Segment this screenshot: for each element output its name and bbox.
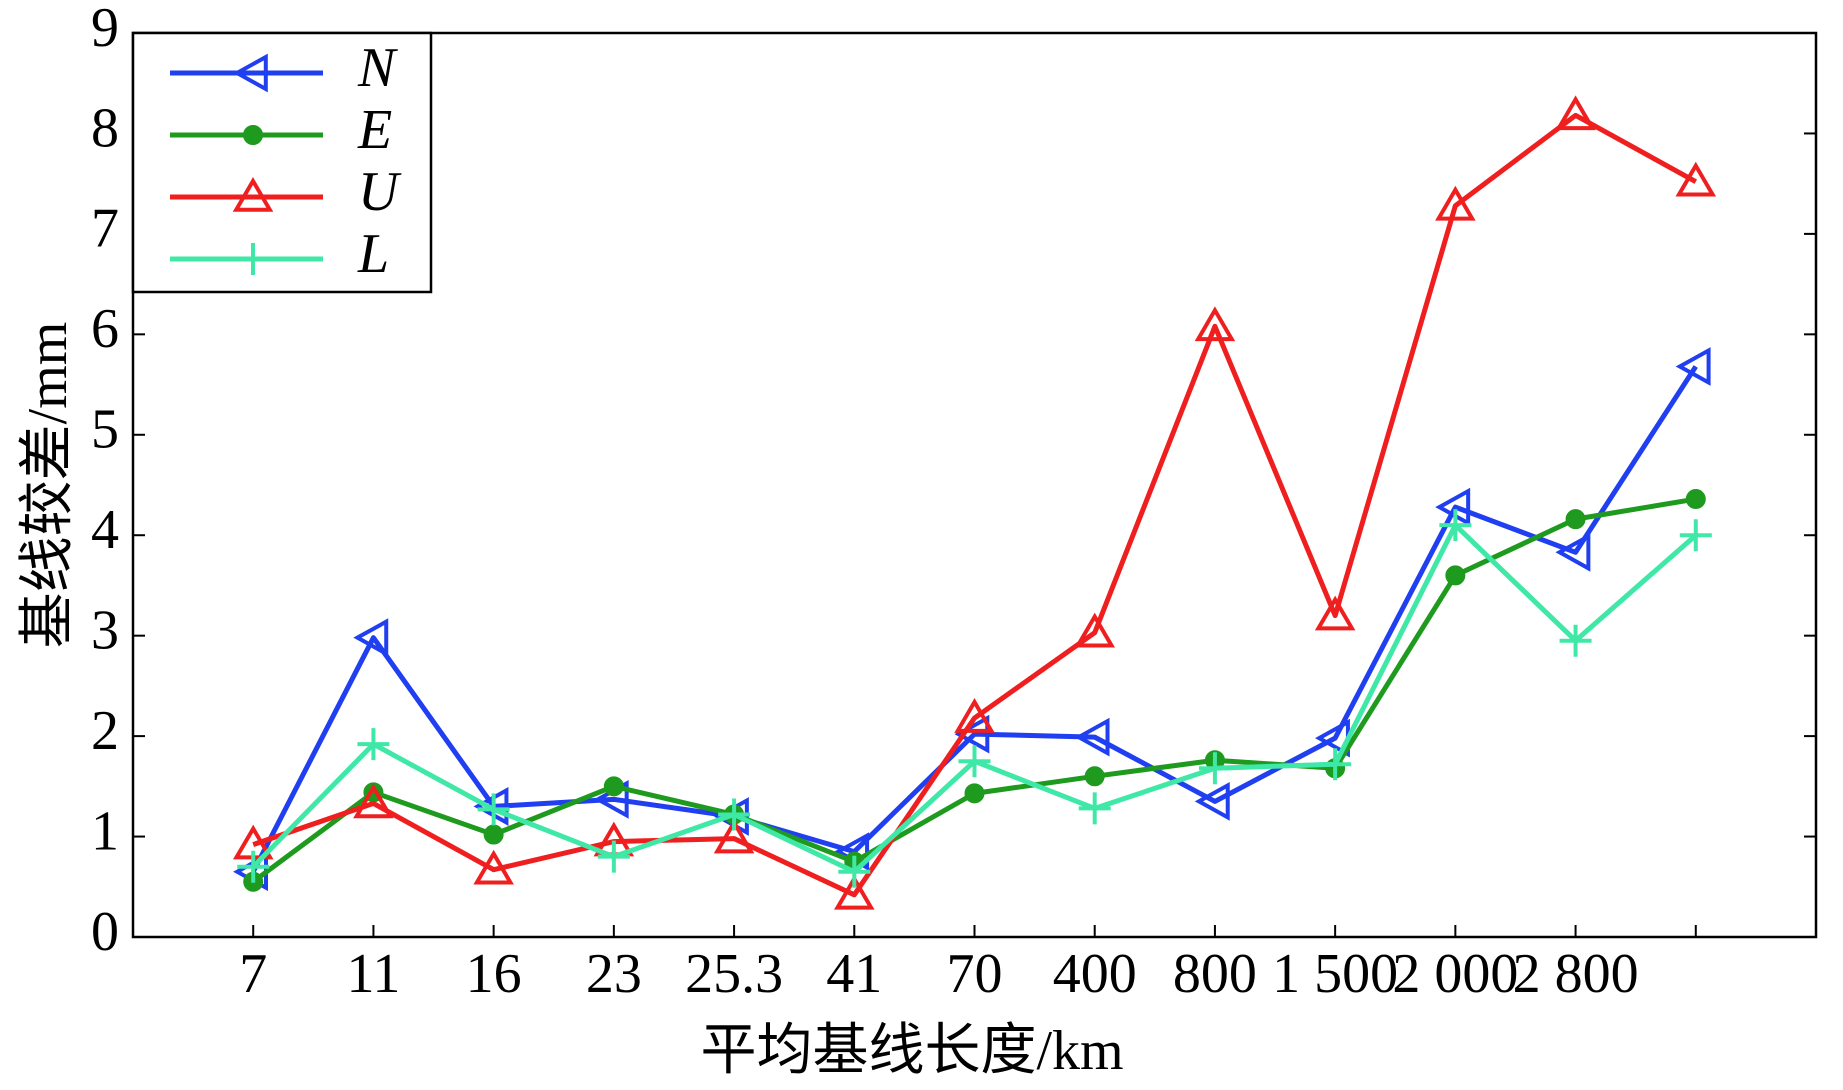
x-tick-label: 41: [826, 943, 882, 1005]
x-tick-label: 1 500: [1272, 943, 1398, 1005]
data-point: [1675, 347, 1711, 386]
data-point: [597, 840, 630, 873]
data-point: [1435, 185, 1476, 221]
data-point: [473, 849, 514, 885]
x-tick-label: 70: [947, 943, 1003, 1005]
data-point: [603, 776, 624, 797]
legend-marker: [243, 125, 263, 145]
data-point: [1565, 509, 1586, 530]
y-tick-label: 5: [91, 399, 119, 461]
data-point: [958, 745, 991, 778]
y-tick-label: 6: [91, 298, 119, 360]
y-tick-label: 3: [91, 600, 119, 662]
data-point: [1074, 717, 1110, 757]
data-point: [1685, 489, 1706, 510]
data-point: [1194, 782, 1230, 821]
data-point: [1084, 766, 1105, 787]
y-tick-label: 1: [91, 800, 119, 862]
data-point: [718, 798, 751, 831]
y-tick-label: 0: [91, 901, 119, 963]
data-point: [357, 728, 390, 761]
data-point: [353, 618, 389, 658]
data-point: [1314, 595, 1356, 631]
data-point: [1679, 519, 1712, 552]
data-point: [838, 855, 871, 888]
plot-frame: [131, 31, 1818, 939]
x-tick-label: 7: [239, 943, 267, 1005]
legend-marker: [237, 243, 269, 275]
data-point: [1445, 565, 1466, 586]
x-tick-label: 16: [466, 943, 522, 1005]
legend-label: U: [358, 161, 402, 223]
legend-label: N: [357, 37, 398, 99]
data-point: [1078, 792, 1111, 825]
y-tick-label: 4: [91, 499, 119, 561]
data-point: [1198, 752, 1231, 785]
series-line: [251, 496, 1697, 884]
data-point: [1439, 509, 1472, 542]
x-tick-label: 23: [586, 943, 642, 1005]
data-point: [1194, 306, 1236, 342]
data-point: [1555, 95, 1596, 131]
y-tick-label: 7: [91, 198, 119, 260]
data-point: [964, 783, 985, 804]
x-axis-label: 平均基线长度/km: [700, 1020, 1123, 1082]
x-tick-label: 800: [1173, 943, 1257, 1005]
legend-marker: [232, 177, 274, 212]
x-tick-label: 2 800: [1513, 943, 1639, 1005]
y-tick-label: 8: [91, 97, 119, 159]
data-point: [1074, 612, 1115, 648]
data-point: [954, 714, 990, 754]
legend-marker: [232, 53, 268, 93]
y-axis-label: 基线较差/mm: [17, 322, 79, 649]
data-point: [834, 874, 875, 910]
legend-box: [131, 31, 433, 294]
y-tick-label: 2: [91, 700, 119, 762]
x-tick-label: 400: [1053, 943, 1137, 1005]
data-point: [483, 824, 504, 845]
data-point: [1559, 624, 1592, 657]
legend-label: L: [357, 223, 389, 285]
data-point: [1319, 748, 1352, 781]
data-point: [237, 850, 270, 883]
x-tick-label: 11: [346, 943, 400, 1005]
data-point: [1675, 161, 1717, 197]
data-point: [1555, 532, 1591, 572]
data-point: [954, 698, 995, 733]
data-point: [477, 793, 510, 826]
legend-label: E: [357, 99, 392, 161]
x-tick-label: 2 000: [1392, 943, 1518, 1005]
x-tick-label: 25.3: [685, 943, 783, 1005]
y-tick-label: 9: [91, 0, 119, 59]
data-point: [353, 783, 394, 819]
data-point: [713, 818, 755, 854]
series-line: [252, 112, 1697, 898]
